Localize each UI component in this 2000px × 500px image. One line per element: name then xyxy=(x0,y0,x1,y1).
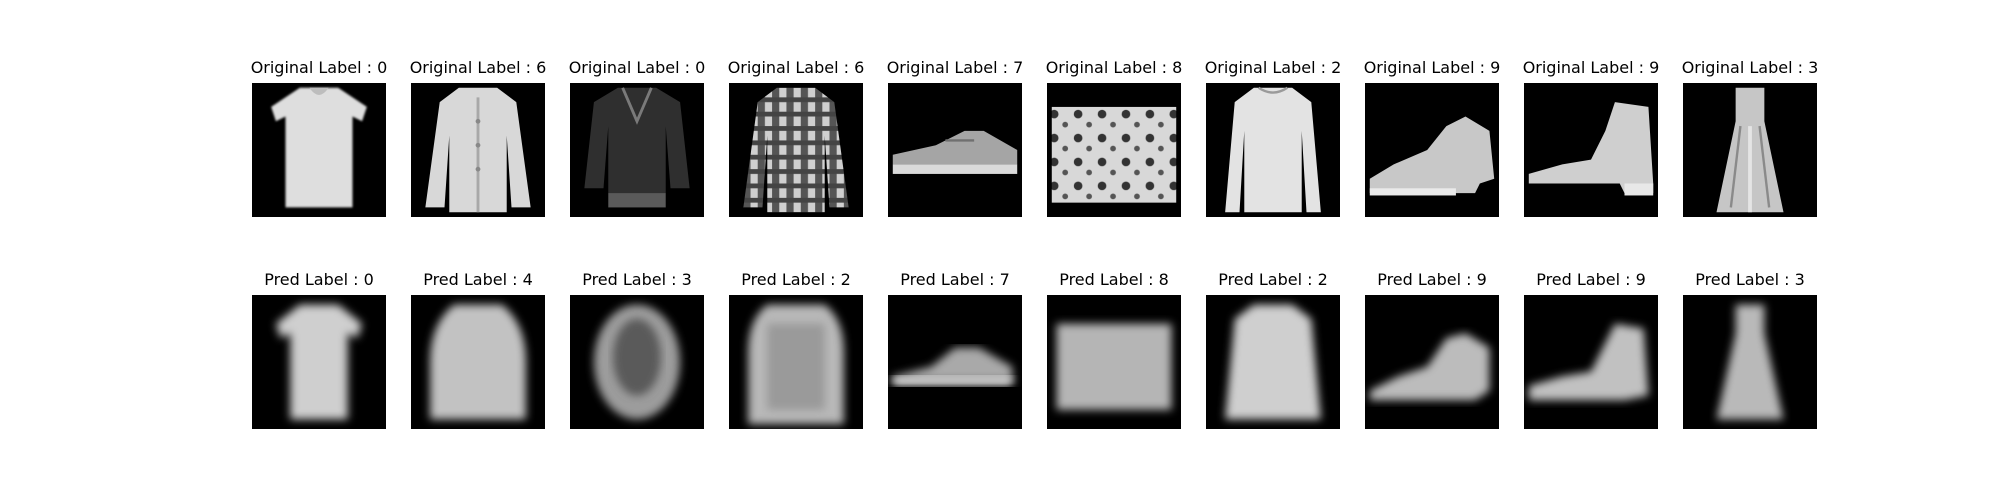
pred-label-3: Pred Label : 2 xyxy=(741,270,851,289)
pred-label-5: Pred Label : 8 xyxy=(1059,270,1169,289)
pred-label-0: Pred Label : 0 xyxy=(264,270,374,289)
pred-label-8: Pred Label : 9 xyxy=(1536,270,1646,289)
original-dark-top-image xyxy=(570,83,704,217)
pred-label-6: Pred Label : 2 xyxy=(1218,270,1328,289)
pred-label-7: Pred Label : 9 xyxy=(1377,270,1487,289)
original-bag-image xyxy=(1047,83,1181,217)
original-label-8: Original Label : 9 xyxy=(1522,58,1660,77)
pred-label-4: Pred Label : 7 xyxy=(900,270,1010,289)
original-label-3: Original Label : 6 xyxy=(727,58,865,77)
reconstructed-dark-top-image xyxy=(570,295,704,429)
reconstructed-pullover-2-image xyxy=(1206,295,1340,429)
original-ankle-boot-2-image xyxy=(1524,83,1658,217)
reconstructed-bag-image xyxy=(1047,295,1181,429)
reconstructed-sneaker-image xyxy=(888,295,1022,429)
pred-label-2: Pred Label : 3 xyxy=(582,270,692,289)
original-pullover-image xyxy=(1206,83,1340,217)
original-ankle-boot-image xyxy=(1365,83,1499,217)
reconstructed-tshirt-image xyxy=(252,295,386,429)
original-sneaker-image xyxy=(888,83,1022,217)
original-label-7: Original Label : 9 xyxy=(1363,58,1501,77)
reconstructed-dress-image xyxy=(1683,295,1817,429)
original-checkered-shirt-image xyxy=(729,83,863,217)
original-label-9: Original Label : 3 xyxy=(1681,58,1819,77)
reconstructed-ankle-boot-image xyxy=(1365,295,1499,429)
reconstructed-ankle-boot-2-image xyxy=(1524,295,1658,429)
original-label-1: Original Label : 6 xyxy=(409,58,547,77)
original-tshirt-image xyxy=(252,83,386,217)
original-label-2: Original Label : 0 xyxy=(568,58,706,77)
pred-label-1: Pred Label : 4 xyxy=(423,270,533,289)
original-label-4: Original Label : 7 xyxy=(886,58,1024,77)
original-label-6: Original Label : 2 xyxy=(1204,58,1342,77)
reconstructed-pullover-image xyxy=(729,295,863,429)
pred-label-9: Pred Label : 3 xyxy=(1695,270,1805,289)
original-label-0: Original Label : 0 xyxy=(250,58,388,77)
original-dress-image xyxy=(1683,83,1817,217)
original-label-5: Original Label : 8 xyxy=(1045,58,1183,77)
reconstructed-coat-image xyxy=(411,295,545,429)
original-shirt-image xyxy=(411,83,545,217)
